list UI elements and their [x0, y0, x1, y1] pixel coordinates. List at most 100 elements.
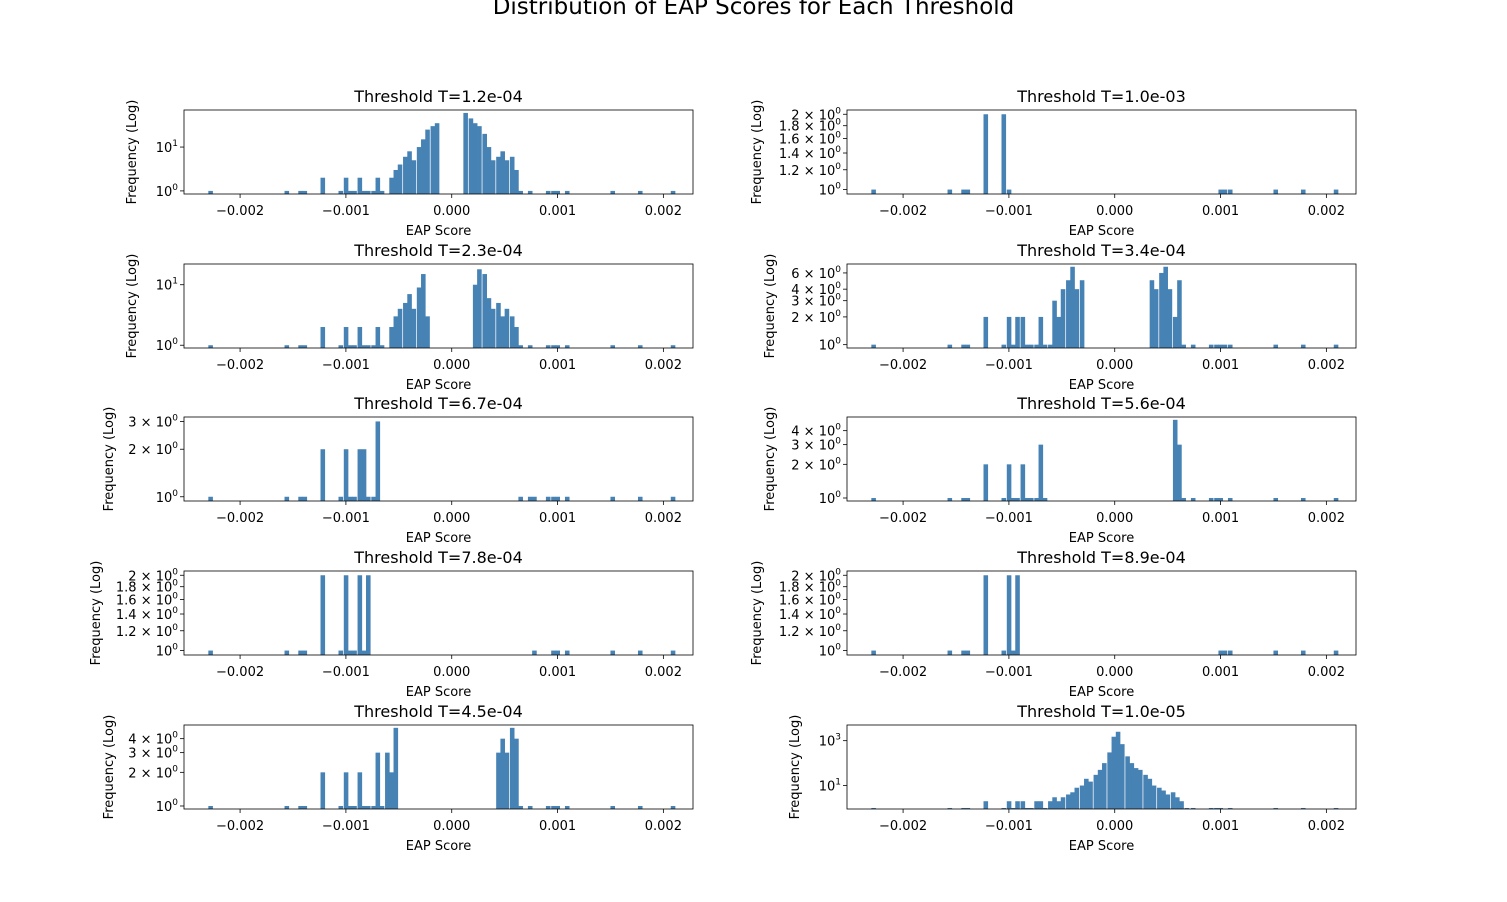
histogram-bar — [610, 805, 616, 809]
histogram-bar — [1093, 774, 1099, 809]
histogram-bar — [482, 274, 487, 348]
histogram-bar — [1102, 763, 1107, 809]
histogram-bar — [1333, 807, 1339, 809]
histogram-bar — [545, 496, 551, 501]
histogram-bar — [1052, 797, 1057, 809]
histogram-bar — [320, 575, 326, 655]
histogram-bar — [482, 133, 487, 194]
histogram-bar — [1001, 344, 1007, 348]
histogram-bar — [361, 449, 367, 501]
histogram-bar — [500, 316, 505, 348]
axes-frame — [183, 416, 694, 502]
histogram-bar — [637, 190, 643, 194]
histogram-bar — [545, 190, 551, 194]
y-tick-label: 2 × 100 — [791, 456, 841, 473]
y-tick-label: 3 × 100 — [128, 413, 178, 430]
x-tick-label: 0.002 — [645, 511, 682, 526]
histogram-bar — [1001, 650, 1007, 655]
x-tick-label: 0.001 — [539, 204, 576, 219]
histogram-bar — [490, 308, 496, 348]
histogram-bar — [338, 190, 344, 194]
histogram-bar — [1048, 801, 1053, 809]
histogram-bar — [361, 190, 367, 194]
histogram-bar — [527, 496, 533, 501]
histogram-bar — [366, 190, 371, 194]
histogram-bar — [518, 805, 523, 809]
histogram-bar — [284, 345, 290, 348]
subplot-title: Threshold T=2.3e-04 — [353, 241, 523, 260]
histogram-bar — [1011, 344, 1016, 348]
histogram-bar — [1190, 807, 1196, 809]
histogram-bar — [1015, 497, 1020, 501]
histogram-bar — [343, 177, 349, 194]
x-tick-label: −0.001 — [985, 665, 1033, 680]
histogram-bar — [670, 805, 676, 809]
histogram-bar — [366, 805, 371, 809]
y-axis-label: Frequency (Log) — [125, 100, 140, 205]
x-tick-label: −0.001 — [322, 819, 370, 834]
histogram-bar — [1181, 497, 1186, 501]
histogram-bar — [1333, 497, 1339, 501]
y-tick-label: 1.8 × 100 — [779, 579, 841, 596]
histogram-bar — [371, 805, 376, 809]
histogram-bar — [1181, 344, 1186, 348]
histogram-bar — [472, 284, 478, 348]
x-tick-label: 0.001 — [1202, 204, 1239, 219]
histogram-bar — [1060, 289, 1066, 348]
histogram-bar — [352, 650, 357, 655]
histogram-bar — [379, 190, 385, 194]
y-tick-label: 6 × 100 — [791, 265, 841, 282]
subplot-title: Threshold T=5.6e-04 — [1016, 394, 1186, 413]
histogram-bar — [1170, 792, 1176, 809]
x-tick-label: −0.002 — [879, 819, 927, 834]
histogram-bar — [1273, 344, 1279, 348]
histogram-bar — [393, 169, 399, 194]
x-tick-label: 0.002 — [645, 819, 682, 834]
y-tick-label: 1.6 × 100 — [116, 592, 178, 609]
histogram-bar — [486, 147, 492, 194]
x-axis-label: EAP Score — [406, 685, 472, 700]
histogram-bar — [348, 345, 353, 348]
x-tick-label: 0.000 — [433, 819, 470, 834]
histogram-bar — [1060, 797, 1066, 809]
histogram-bar — [397, 308, 403, 348]
histogram-bar — [551, 496, 556, 501]
histogram-bar — [393, 727, 399, 809]
histogram-bar — [1227, 807, 1233, 809]
x-tick-label: −0.002 — [879, 204, 927, 219]
x-tick-label: −0.001 — [322, 511, 370, 526]
histogram-bar — [527, 345, 533, 348]
y-axis-label: Frequency (Log) — [788, 715, 803, 820]
histogram-bar — [564, 345, 570, 348]
histogram-bar — [564, 496, 570, 501]
histogram-bar — [1159, 272, 1164, 348]
histogram-bar — [983, 464, 989, 501]
subplot-title: Threshold T=8.9e-04 — [1016, 548, 1186, 567]
histogram-bar — [298, 190, 303, 194]
histogram-bar — [320, 327, 326, 348]
histogram-bar — [1138, 769, 1143, 809]
histogram-bar — [509, 316, 515, 348]
histogram-bar — [670, 650, 676, 655]
histogram-bar — [357, 177, 363, 194]
x-tick-label: 0.002 — [1308, 511, 1345, 526]
histogram-bar — [1273, 650, 1279, 655]
y-tick-label: 1.6 × 100 — [779, 592, 841, 609]
x-tick-label: −0.002 — [216, 204, 264, 219]
histogram-bar — [965, 650, 971, 655]
histogram-bar — [366, 345, 371, 348]
histogram-bar — [1029, 807, 1034, 809]
histogram-bar — [472, 123, 478, 194]
x-tick-label: 0.002 — [645, 665, 682, 680]
histogram-bar — [871, 189, 876, 194]
x-tick-label: 0.001 — [1202, 665, 1239, 680]
histogram-bar — [965, 497, 971, 501]
histogram-bar — [338, 650, 344, 655]
histogram-bar — [1218, 650, 1223, 655]
histogram-bar — [514, 169, 519, 194]
histogram-bar — [1161, 790, 1166, 809]
y-tick-label: 100 — [819, 643, 842, 660]
histogram-bar — [1177, 280, 1182, 348]
